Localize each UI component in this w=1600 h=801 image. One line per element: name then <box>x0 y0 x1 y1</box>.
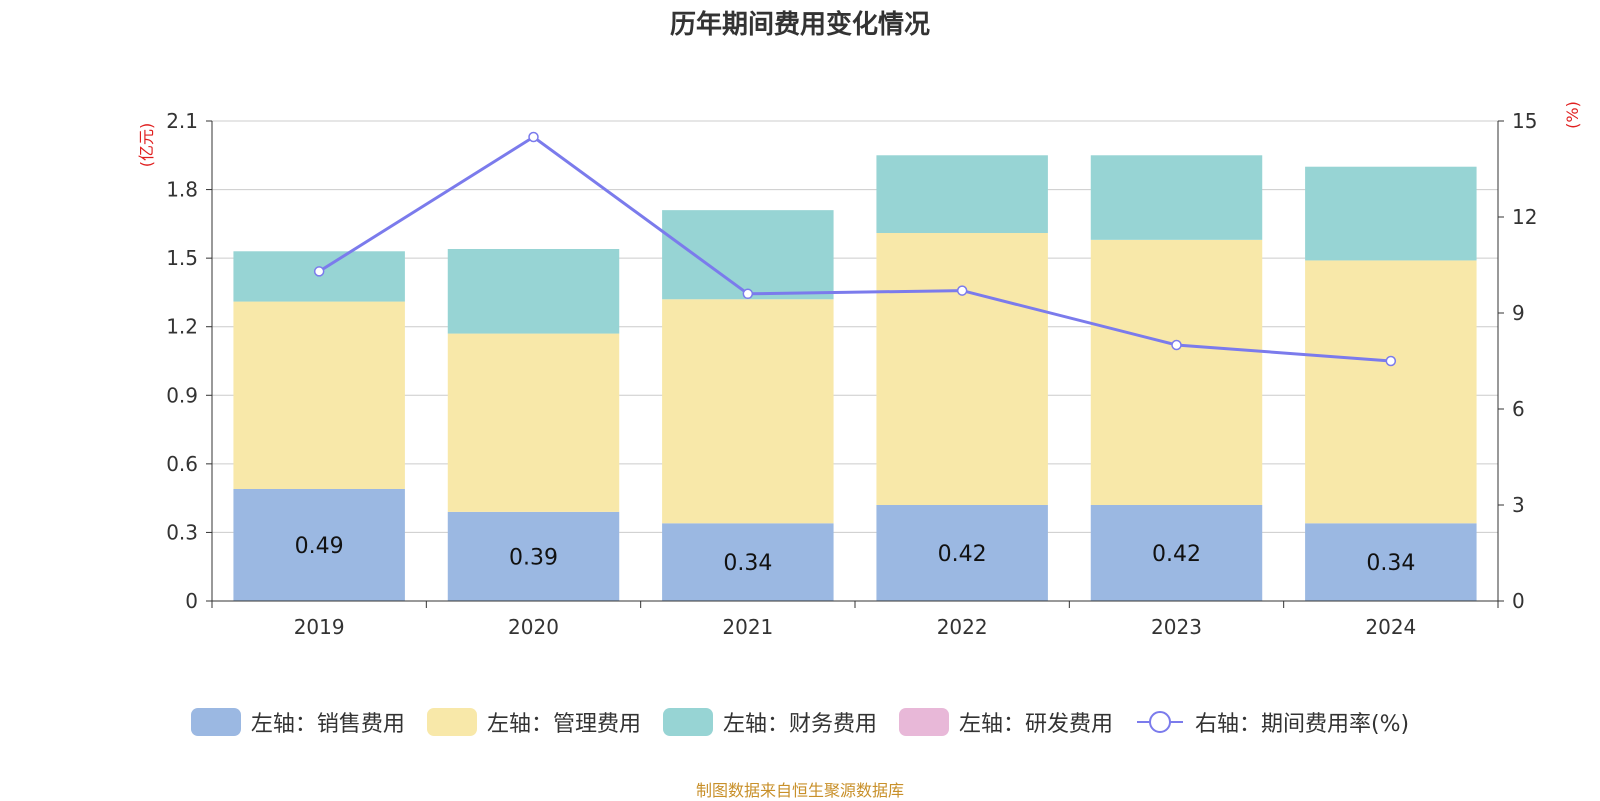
legend-label: 右轴：期间费用率(%) <box>1194 712 1410 737</box>
x-tick-label: 2021 <box>722 615 773 639</box>
axes: 0 0.3 0.6 0.9 1.2 1.5 1.8 2.1 0 3 6 9 12 15 2019 2020 20… <box>166 109 1537 639</box>
bar-segment-0 <box>876 505 1048 601</box>
legend-item-2[interactable]: 左轴：财务费用 <box>662 706 877 738</box>
legend-swatch <box>190 708 241 736</box>
x-tick-label: 2024 <box>1365 615 1416 639</box>
legend-item-0[interactable]: 左轴：销售费用 <box>190 706 405 738</box>
left-tick-label: 1.8 <box>166 178 198 202</box>
rate-line-path <box>318 135 1391 363</box>
bar-segment-2 <box>1305 166 1477 261</box>
left-tick-label: 0 <box>185 589 198 613</box>
legend-item-3[interactable]: 左轴：研发费用 <box>898 706 1113 738</box>
left-tick-label: 0.9 <box>166 383 198 407</box>
source-note: 制图数据来自恒生聚源数据库 <box>695 781 904 800</box>
bar-segment-2 <box>662 210 834 300</box>
right-tick-label: 15 <box>1512 109 1537 133</box>
legend-item-1[interactable]: 左轴：管理费用 <box>426 706 641 738</box>
legend-line-marker <box>1136 711 1183 733</box>
x-tick-label: 2023 <box>1151 615 1202 639</box>
left-tick-label: 1.5 <box>166 246 198 270</box>
legend-label: 左轴：财务费用 <box>722 712 877 737</box>
left-tick-label: 0.3 <box>166 520 198 544</box>
x-tick-label: 2019 <box>294 615 345 639</box>
rate-point <box>742 288 754 300</box>
chart-title: 历年期间费用变化情况 <box>669 10 930 40</box>
right-tick-label: 3 <box>1512 493 1525 517</box>
right-tick-label: 0 <box>1512 589 1525 613</box>
legend-item-4[interactable]: 右轴：期间费用率(%) <box>1135 706 1409 738</box>
bar-segment-1 <box>1090 239 1263 505</box>
legend-label: 左轴：研发费用 <box>958 712 1113 737</box>
bar-segment-0 <box>447 511 620 601</box>
rate-point <box>313 266 325 277</box>
bar-segment-0 <box>1305 523 1477 601</box>
right-tick-label: 12 <box>1512 205 1537 229</box>
left-tick-label: 2.1 <box>166 109 198 133</box>
bar-segment-1 <box>1305 260 1477 524</box>
bar-segment-0 <box>1090 505 1263 601</box>
left-axis-unit: (亿元) <box>137 123 156 168</box>
chart-plot: 0 0.3 0.6 0.9 1.2 1.5 1.8 2.1 0 3 6 9 12 15 2019 2020 20… <box>137 101 1582 639</box>
right-axis-unit: (%) <box>1563 101 1582 129</box>
legend: 左轴：销售费用 左轴：管理费用 左轴：财务费用 左轴：研发费用 右轴：期间费用率(%) <box>0 706 1600 738</box>
bar-segment-1 <box>662 299 834 524</box>
legend-swatch <box>662 708 713 736</box>
x-tick-label: 2022 <box>937 615 988 639</box>
rate-point <box>1171 339 1182 351</box>
grid-lines <box>212 120 1498 533</box>
bar-segment-2 <box>447 249 620 334</box>
bar-segment-1 <box>447 333 620 512</box>
legend-swatch <box>898 708 949 736</box>
bar-value-label: 0.42 <box>1152 542 1201 567</box>
legend-label: 左轴：销售费用 <box>250 712 405 737</box>
right-tick-label: 9 <box>1512 301 1525 325</box>
data-labels: 0.49 0.39 0.34 0.42 0.42 0.34 <box>295 534 1416 576</box>
bars <box>233 155 1477 601</box>
right-tick-label: 6 <box>1512 397 1525 421</box>
bar-segment-1 <box>233 301 405 489</box>
bar-segment-1 <box>876 233 1048 505</box>
bar-segment-2 <box>876 155 1048 233</box>
bar-value-label: 0.49 <box>295 534 344 559</box>
rate-point <box>956 285 968 296</box>
legend-label: 左轴：管理费用 <box>486 712 641 737</box>
bar-value-label: 0.42 <box>938 542 987 567</box>
left-tick-label: 1.2 <box>166 315 198 339</box>
legend-swatch <box>426 708 477 736</box>
left-tick-label: 0.6 <box>166 452 198 476</box>
x-tick-label: 2020 <box>508 615 559 639</box>
bar-value-label: 0.34 <box>723 551 772 576</box>
bar-value-label: 0.39 <box>509 545 558 570</box>
bar-value-label: 0.34 <box>1366 551 1415 576</box>
rate-point <box>1385 355 1397 367</box>
bar-segment-0 <box>662 523 834 601</box>
rate-point <box>528 131 539 143</box>
bar-segment-2 <box>1090 155 1263 240</box>
rate-line <box>313 131 1397 367</box>
bar-segment-0 <box>233 489 405 601</box>
